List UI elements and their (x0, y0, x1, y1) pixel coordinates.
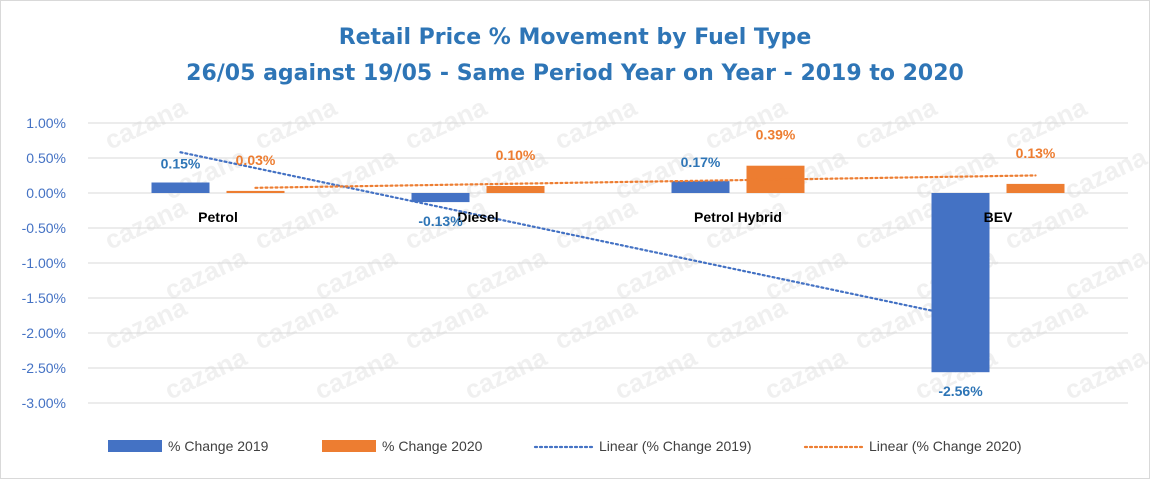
legend-label-1: % Change 2020 (382, 438, 483, 454)
legend-label-2: Linear (% Change 2019) (599, 438, 752, 454)
bar-s0-3 (932, 193, 990, 372)
data-label-s0-1: -0.13% (418, 213, 463, 229)
y-tick-label-1: 0.50% (26, 150, 66, 166)
data-label-s1-0: 0.03% (236, 152, 276, 168)
y-tick-label-7: -2.50% (22, 360, 66, 376)
y-tick-label-4: -1.00% (22, 255, 66, 271)
chart-title: Retail Price % Movement by Fuel Type (339, 25, 812, 50)
y-tick-label-2: 0.00% (26, 185, 66, 201)
legend-swatch-0 (108, 440, 162, 452)
bar-s1-0 (227, 191, 285, 193)
legend-label-3: Linear (% Change 2020) (869, 438, 1022, 454)
data-label-s1-2: 0.39% (756, 127, 796, 143)
data-label-s1-3: 0.13% (1016, 145, 1056, 161)
category-label-1: Diesel (457, 209, 498, 225)
y-tick-label-0: 1.00% (26, 115, 66, 131)
y-tick-label-8: -3.00% (22, 395, 66, 411)
data-label-s1-1: 0.10% (496, 147, 536, 163)
category-label-0: Petrol (198, 209, 238, 225)
data-label-s0-2: 0.17% (681, 154, 721, 170)
category-label-3: BEV (984, 209, 1013, 225)
bar-s0-0 (152, 183, 210, 194)
bar-s0-1 (412, 193, 470, 202)
chart-subtitle: 26/05 against 19/05 - Same Period Year o… (186, 61, 964, 86)
y-tick-label-5: -1.50% (22, 290, 66, 306)
y-tick-label-3: -0.50% (22, 220, 66, 236)
legend-swatch-1 (322, 440, 376, 452)
y-tick-label-6: -2.00% (22, 325, 66, 341)
data-label-s0-0: 0.15% (161, 156, 201, 172)
bar-s1-3 (1007, 184, 1065, 193)
bar-s0-2 (672, 181, 730, 193)
category-label-2: Petrol Hybrid (694, 209, 782, 225)
data-label-s0-3: -2.56% (938, 383, 983, 399)
legend-label-0: % Change 2019 (168, 438, 269, 454)
bar-s1-1 (487, 186, 545, 193)
y-axis: 1.00% 0.50% 0.00% -0.50% -1.00% -1.50% -2.00% -… (22, 115, 66, 411)
